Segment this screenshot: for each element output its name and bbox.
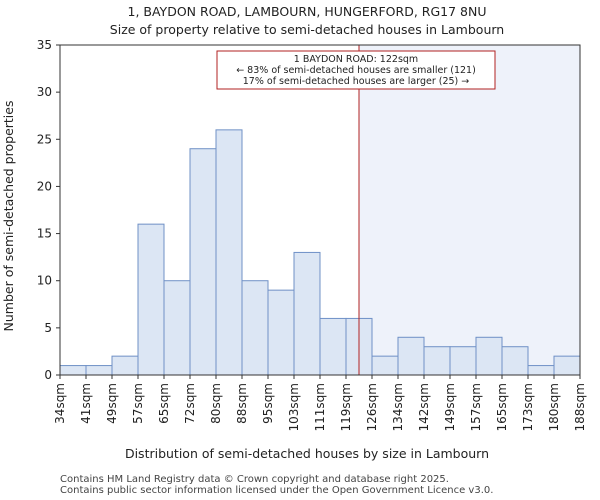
bar-157sqm [475,336,503,376]
y-tick-label-30: 30 [37,85,52,99]
annotation-line-3: 17% of semi-detached houses are larger (… [243,76,470,87]
bar-165sqm [501,346,529,376]
x-tick-label-34sqm: 34sqm [53,383,67,424]
x-tick-label-149sqm: 149sqm [443,383,457,431]
x-tick-label-95sqm: 95sqm [261,383,275,424]
bar-49sqm [111,355,139,376]
bar-41sqm [85,365,113,376]
bar-88sqm [241,280,269,376]
annotation-border [216,50,496,90]
bar-57sqm [137,223,165,376]
x-tick-label-41sqm: 41sqm [79,383,93,424]
bar-142sqm [423,346,451,376]
y-tick-label-20: 20 [37,179,52,193]
x-tick-label-188sqm: 188sqm [573,383,587,431]
y-tick-label-35: 35 [37,38,52,52]
y-tick-label-10: 10 [37,274,52,288]
footer-licence: Contains public sector information licen… [60,485,494,496]
x-tick-label-80sqm: 80sqm [209,383,223,424]
bar-80sqm [215,129,243,376]
footer-copyright: Contains HM Land Registry data © Crown c… [60,474,449,485]
x-tick-label-157sqm: 157sqm [469,383,483,431]
bar-72sqm [189,148,217,376]
y-axis: 0 5 10 15 20 25 30 35 [37,38,60,382]
x-axis-label: Distribution of semi-detached houses by … [125,446,489,461]
x-tick-label-142sqm: 142sqm [417,383,431,431]
bar-111sqm [319,317,347,376]
bar-95sqm [267,289,295,376]
x-tick-label-111sqm: 111sqm [313,383,327,431]
chart-title: 1, BAYDON ROAD, LAMBOURN, HUNGERFORD, RG… [128,4,487,19]
annotation-line-1: 1 BAYDON ROAD: 122sqm [294,54,418,65]
bar-65sqm [163,280,191,376]
x-tick-label-173sqm: 173sqm [521,383,535,431]
x-tick-label-180sqm: 180sqm [547,383,561,431]
x-tick-label-72sqm: 72sqm [183,383,197,424]
bar-180sqm [553,355,581,376]
x-axis: 34sqm 41sqm 49sqm 57sqm 65sqm 72sqm 80sqm 88sqm… [53,375,587,431]
x-tick-label-134sqm: 134sqm [391,383,405,431]
x-tick-label-65sqm: 65sqm [157,383,171,424]
bar-34sqm [59,365,87,376]
bar-134sqm [397,336,425,376]
x-tick-label-49sqm: 49sqm [105,383,119,424]
annotation-line-2: ← 83% of semi-detached houses are smalle… [236,65,476,76]
x-tick-label-88sqm: 88sqm [235,383,249,424]
annotation-box: 1 BAYDON ROAD: 122sqm ← 83% of semi-deta… [216,50,496,90]
chart-subtitle: Size of property relative to semi-detach… [110,22,504,37]
bar-126sqm [371,355,399,376]
bar-series [59,129,581,376]
bar-149sqm [449,346,477,376]
x-tick-label-165sqm: 165sqm [495,383,509,431]
bar-103sqm [293,251,321,376]
x-tick-label-103sqm: 103sqm [287,383,301,431]
y-axis-label: Number of semi-detached properties [1,101,16,332]
larger-region-shading [359,45,580,375]
x-tick-label-57sqm: 57sqm [131,383,145,424]
y-tick-label-15: 15 [37,227,52,241]
y-tick-label-5: 5 [44,321,52,335]
x-tick-label-126sqm: 126sqm [365,383,379,431]
x-tick-label-119sqm: 119sqm [339,383,353,431]
y-tick-label-0: 0 [44,368,52,382]
y-tick-label-25: 25 [37,132,52,146]
bar-173sqm [527,365,555,376]
